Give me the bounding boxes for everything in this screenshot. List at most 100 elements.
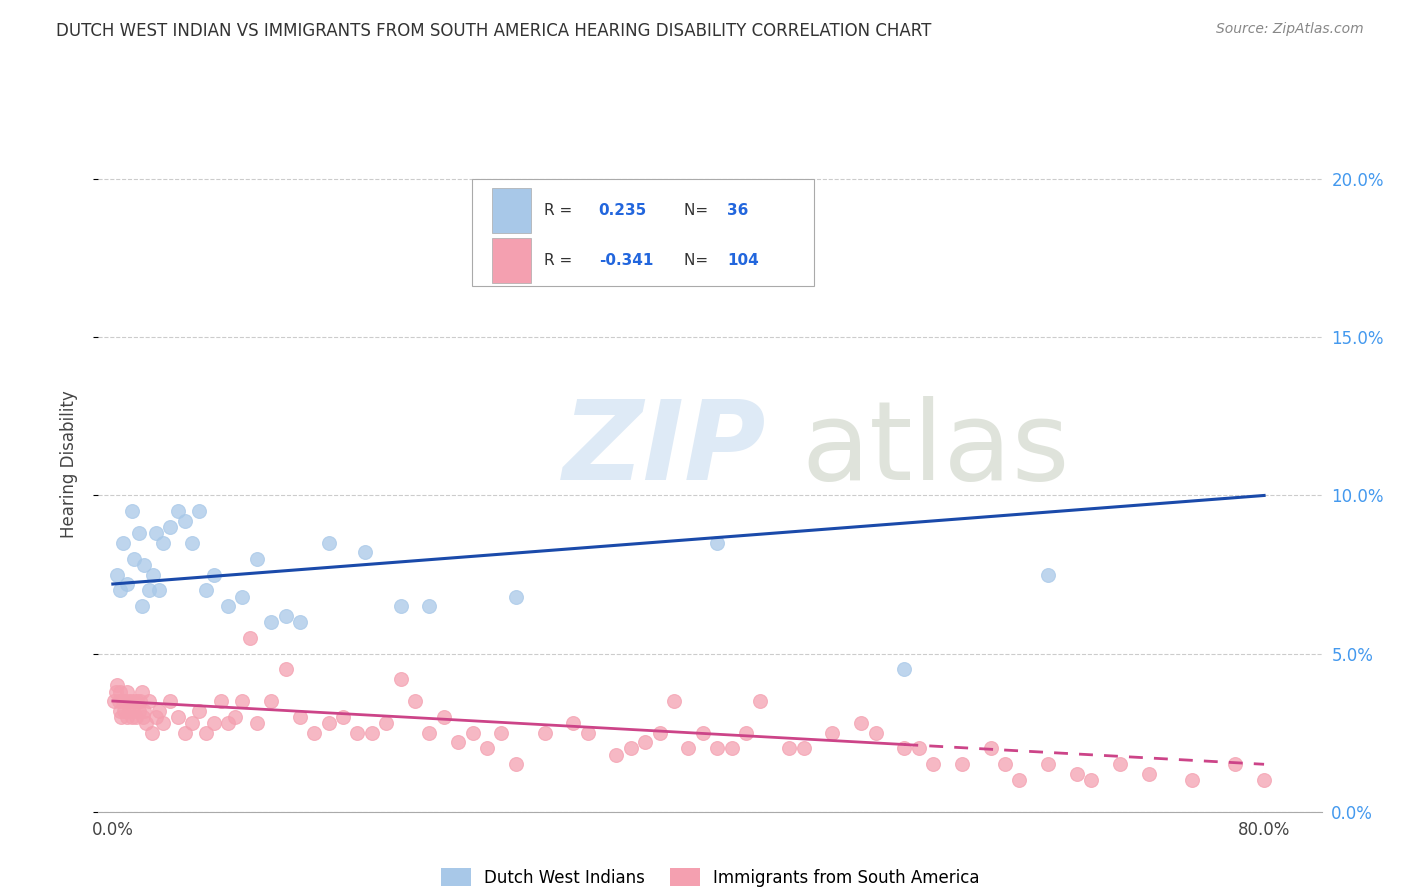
Point	[111, 694, 134, 708]
Point	[1109, 757, 1132, 772]
Point	[318, 536, 340, 550]
Point	[141, 725, 163, 739]
Point	[720, 741, 742, 756]
Point	[111, 536, 134, 550]
Point	[195, 725, 218, 739]
Point	[124, 694, 146, 708]
Point	[231, 590, 253, 604]
Point	[128, 704, 150, 718]
Point	[346, 725, 368, 739]
Point	[404, 694, 426, 708]
Point	[447, 735, 470, 749]
Point	[533, 725, 555, 739]
Point	[131, 599, 153, 614]
Point	[202, 567, 225, 582]
Point	[1066, 766, 1088, 780]
Point	[122, 704, 145, 718]
Point	[238, 631, 260, 645]
Point	[217, 716, 239, 731]
Point	[115, 710, 138, 724]
Point	[129, 694, 152, 708]
Point	[128, 526, 150, 541]
Point	[288, 710, 311, 724]
Text: Source: ZipAtlas.com: Source: ZipAtlas.com	[1216, 22, 1364, 37]
Point	[662, 694, 685, 708]
Point	[994, 757, 1017, 772]
Point	[605, 747, 627, 762]
Point	[260, 615, 283, 629]
Point	[127, 694, 149, 708]
Text: 36: 36	[727, 202, 748, 218]
Point	[181, 716, 204, 731]
Point	[706, 741, 728, 756]
Point	[353, 545, 375, 559]
Point	[749, 694, 772, 708]
Point	[893, 741, 915, 756]
Point	[907, 741, 929, 756]
Point	[188, 504, 211, 518]
Point	[107, 694, 129, 708]
Point	[1181, 773, 1204, 788]
Point	[108, 704, 131, 718]
Point	[1038, 567, 1060, 582]
Point	[138, 694, 160, 708]
Text: 0.235: 0.235	[599, 202, 647, 218]
Point	[849, 716, 872, 731]
Point	[159, 694, 181, 708]
Text: N=: N=	[685, 202, 713, 218]
Text: 104: 104	[727, 253, 759, 268]
Point	[231, 694, 253, 708]
Point	[505, 590, 527, 604]
Point	[1080, 773, 1102, 788]
Point	[475, 741, 498, 756]
Point	[304, 725, 326, 739]
Point	[195, 583, 218, 598]
Point	[505, 757, 527, 772]
Point	[332, 710, 354, 724]
Point	[648, 725, 671, 739]
Point	[202, 716, 225, 731]
Point	[112, 704, 135, 718]
Point	[1038, 757, 1060, 772]
FancyBboxPatch shape	[471, 178, 814, 286]
Point	[142, 567, 165, 582]
Point	[173, 725, 195, 739]
Y-axis label: Hearing Disability: Hearing Disability	[59, 390, 77, 538]
Point	[138, 583, 160, 598]
Text: DUTCH WEST INDIAN VS IMMIGRANTS FROM SOUTH AMERICA HEARING DISABILITY CORRELATIO: DUTCH WEST INDIAN VS IMMIGRANTS FROM SOU…	[56, 22, 932, 40]
Point	[121, 710, 143, 724]
Point	[1253, 773, 1275, 788]
Point	[132, 710, 155, 724]
Point	[1225, 757, 1247, 772]
Point	[980, 741, 1002, 756]
Point	[576, 725, 599, 739]
Point	[120, 694, 142, 708]
Point	[134, 704, 156, 718]
Text: R =: R =	[544, 253, 576, 268]
Text: R =: R =	[544, 202, 576, 218]
Text: -0.341: -0.341	[599, 253, 654, 268]
Point	[108, 684, 131, 698]
FancyBboxPatch shape	[492, 187, 531, 233]
Text: atlas: atlas	[801, 396, 1070, 503]
Point	[181, 536, 204, 550]
Point	[950, 757, 973, 772]
Point	[159, 520, 181, 534]
Point	[778, 741, 800, 756]
Point	[692, 725, 714, 739]
Point	[735, 725, 758, 739]
Point	[922, 757, 945, 772]
Point	[360, 725, 382, 739]
Point	[104, 684, 127, 698]
Point	[103, 694, 125, 708]
Point	[131, 684, 153, 698]
Point	[433, 710, 456, 724]
Point	[105, 678, 128, 692]
Point	[125, 710, 148, 724]
Point	[389, 599, 412, 614]
Point	[1008, 773, 1031, 788]
Point	[188, 704, 211, 718]
Point	[706, 536, 728, 550]
Point	[678, 741, 700, 756]
Point	[793, 741, 815, 756]
